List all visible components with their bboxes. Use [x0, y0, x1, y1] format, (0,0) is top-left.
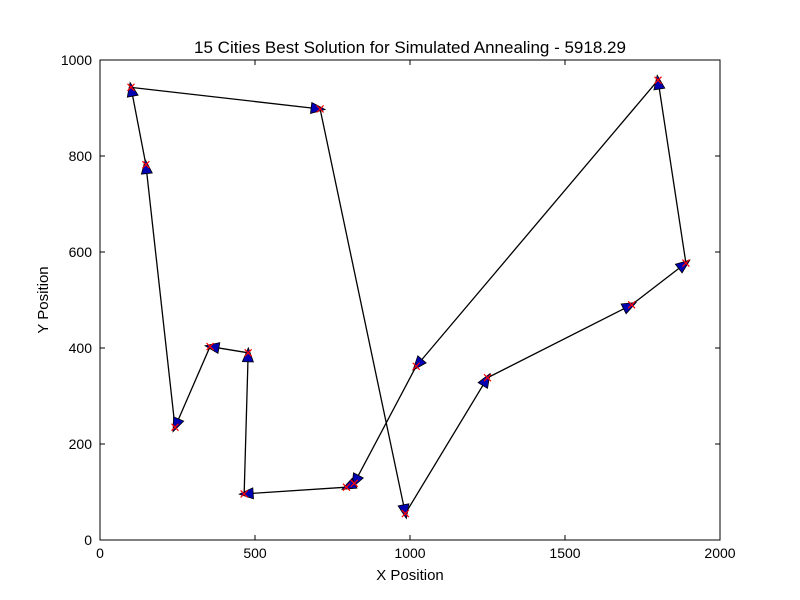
route-edge	[487, 304, 632, 379]
city-marker	[483, 373, 492, 382]
city-marker	[141, 160, 150, 169]
route-edge	[353, 365, 417, 484]
route-edge	[244, 486, 347, 495]
city-marker	[342, 483, 351, 492]
y-tick-label: 400	[69, 340, 93, 356]
route-edge	[415, 79, 659, 367]
route-edge	[319, 108, 406, 514]
route-edge	[174, 346, 211, 428]
city-marker	[401, 509, 410, 518]
x-axis-label: X Position	[376, 567, 444, 584]
chart-title: 15 Cities Best Solution for Simulated An…	[194, 38, 626, 57]
route-edge	[631, 262, 687, 306]
y-tick-label: 800	[69, 148, 93, 164]
x-tick-label: 2000	[704, 545, 735, 561]
route-edge	[404, 377, 489, 514]
route-edge	[145, 164, 176, 428]
x-tick-label: 1000	[394, 545, 425, 561]
city-marker	[627, 300, 636, 309]
y-tick-label: 1000	[61, 52, 92, 68]
y-tick-label: 0	[84, 532, 92, 548]
route-edge	[130, 87, 147, 165]
y-axis-ticks: 0 200 400 600 800 1000	[61, 52, 720, 548]
city-marker	[350, 479, 359, 488]
city-marker	[240, 489, 249, 498]
route-edge	[657, 80, 687, 264]
x-tick-label: 0	[96, 545, 104, 561]
route-edges	[130, 79, 687, 514]
city-marker	[244, 348, 253, 357]
x-tick-label: 500	[243, 545, 267, 561]
x-tick-label: 1500	[549, 545, 580, 561]
city-marker	[171, 423, 179, 432]
city-marker	[316, 105, 325, 113]
city-marker	[206, 342, 214, 351]
y-tick-label: 600	[69, 244, 93, 260]
city-marker	[681, 259, 690, 267]
city-markers	[127, 76, 690, 518]
route-edge	[243, 352, 249, 494]
route-edge	[130, 86, 321, 110]
city-marker	[127, 83, 135, 92]
city-marker	[654, 76, 662, 85]
y-tick-label: 200	[69, 436, 93, 452]
y-axis-label: Y Position	[35, 266, 52, 333]
x-axis-ticks: 0 500 1000 1500 2000	[96, 60, 736, 561]
city-marker	[412, 362, 421, 371]
